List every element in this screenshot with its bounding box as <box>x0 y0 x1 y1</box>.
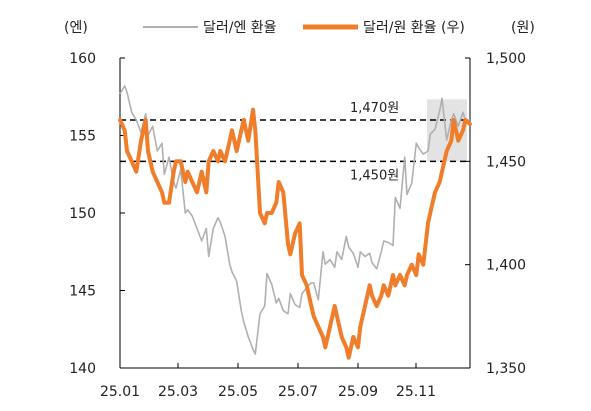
x-tick-label: 25.11 <box>396 384 436 400</box>
reference-line-label: 1,450원 <box>350 168 399 183</box>
x-tick-label: 25.01 <box>100 384 140 400</box>
left-tick-label: 145 <box>69 284 96 300</box>
reference-lines: 1,470원 1,450원 <box>120 101 470 183</box>
left-tick-label: 150 <box>69 206 96 222</box>
reference-line-label: 1,470원 <box>350 101 399 116</box>
left-tick-label: 155 <box>69 129 96 145</box>
right-axis-ticks: 1,500 1,450 1,400 1,350 <box>465 51 526 377</box>
right-unit-label: (원) <box>511 20 535 36</box>
left-unit-label: (엔) <box>64 20 88 36</box>
x-tick-label: 25.07 <box>278 384 318 400</box>
x-tick-label: 25.03 <box>158 384 198 400</box>
x-tick-label: 25.05 <box>218 384 258 400</box>
series-line-krw <box>118 107 472 360</box>
x-axis-ticks: 25.01 25.03 25.05 25.07 25.09 25.11 <box>100 363 436 400</box>
left-tick-label: 160 <box>69 51 96 67</box>
right-tick-label: 1,350 <box>486 361 526 377</box>
legend-label-krw: 달러/원 환율 (우) <box>363 20 465 36</box>
right-tick-label: 1,400 <box>486 258 526 274</box>
right-tick-label: 1,450 <box>486 154 526 170</box>
x-tick-label: 25.09 <box>338 384 378 400</box>
left-axis-ticks: 160 155 150 145 140 <box>69 51 125 377</box>
left-tick-label: 140 <box>69 361 96 377</box>
series-line-jpy <box>119 85 470 355</box>
legend-label-jpy: 달러/엔 환율 <box>203 20 277 36</box>
right-tick-label: 1,500 <box>486 51 526 67</box>
